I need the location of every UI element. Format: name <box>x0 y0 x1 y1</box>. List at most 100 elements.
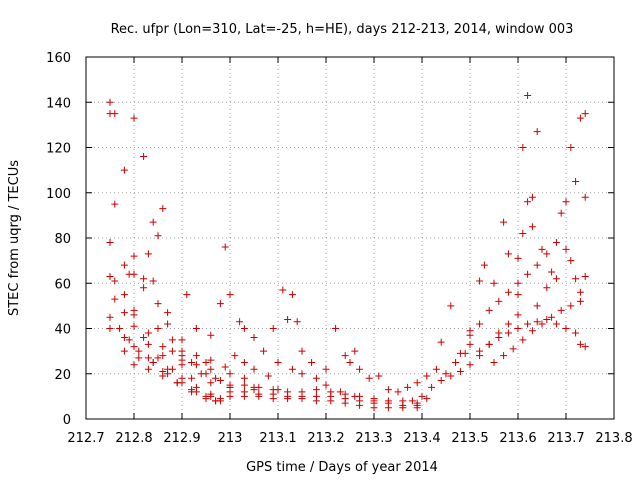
data-point <box>533 261 541 269</box>
data-point <box>106 98 114 106</box>
x-tick-label: 212.9 <box>163 431 200 446</box>
data-point <box>144 365 152 373</box>
data-point <box>476 347 484 355</box>
data-point <box>168 347 176 355</box>
data-point <box>437 338 445 346</box>
data-point <box>514 325 522 332</box>
data-point <box>447 302 455 310</box>
data-point <box>543 250 551 258</box>
data-point <box>476 277 484 285</box>
data-point <box>159 352 167 360</box>
data-point <box>399 397 407 405</box>
data-point <box>533 302 541 310</box>
data-point <box>404 383 412 391</box>
data-point <box>279 286 287 294</box>
data-point <box>269 386 277 394</box>
data-point <box>466 331 474 339</box>
data-point <box>120 347 128 355</box>
data-point <box>120 261 128 269</box>
data-point <box>106 110 114 118</box>
data-point <box>442 370 450 378</box>
data-point <box>480 261 488 269</box>
data-point <box>557 306 565 314</box>
x-tick-label: 213.4 <box>403 431 440 446</box>
data-point <box>255 392 263 400</box>
data-point <box>519 336 527 344</box>
data-point <box>346 358 354 366</box>
data-point <box>504 250 512 258</box>
data-point <box>130 343 138 351</box>
data-point <box>250 386 258 394</box>
data-point <box>548 268 556 276</box>
y-tick-label: 100 <box>46 187 71 202</box>
data-point <box>552 239 560 247</box>
data-point <box>519 229 527 237</box>
data-point <box>543 284 551 292</box>
x-tick-labels: 212.7 212.8 212.9 213 213.1 213.2 213.3 213.4 21… <box>67 431 632 446</box>
data-point <box>140 334 148 342</box>
data-point <box>312 374 320 382</box>
data-point <box>240 392 248 400</box>
data-point <box>490 358 498 366</box>
y-tick-label: 40 <box>54 323 71 338</box>
data-point <box>298 388 306 396</box>
data-point <box>447 372 455 380</box>
data-point <box>581 343 589 351</box>
data-point <box>341 352 349 360</box>
data-point <box>207 356 215 364</box>
data-point <box>264 372 272 380</box>
x-axis-label: GPS time / Days of year 2014 <box>246 460 438 475</box>
data-point <box>293 318 301 326</box>
data-point <box>130 270 138 278</box>
data-point <box>567 302 575 310</box>
data-point <box>231 352 239 360</box>
data-point <box>226 291 234 299</box>
data-point <box>274 358 282 366</box>
x-tick-label: 213.8 <box>595 431 632 446</box>
data-point <box>524 320 532 328</box>
data-point <box>207 331 215 339</box>
x-tick-label: 213.1 <box>259 431 296 446</box>
y-tick-label: 140 <box>46 96 71 111</box>
data-point <box>168 336 176 344</box>
data-point <box>164 320 172 328</box>
y-tick-labels: 0 20 40 60 80 100 120 140 160 <box>46 51 71 428</box>
data-point <box>140 153 148 161</box>
data-point <box>178 374 186 382</box>
data-point <box>524 91 532 99</box>
data-point <box>351 347 359 355</box>
data-point <box>120 334 128 342</box>
data-point <box>159 205 167 213</box>
data-point <box>528 193 536 201</box>
data-point <box>284 388 292 396</box>
data-point <box>504 329 512 337</box>
data-point <box>250 365 258 373</box>
data-point <box>130 361 138 369</box>
data-point <box>178 336 186 344</box>
data-point <box>159 372 167 380</box>
data-point <box>284 395 292 403</box>
data-point <box>111 295 119 303</box>
data-point <box>495 334 503 342</box>
data-point <box>221 243 229 251</box>
data-point <box>399 404 407 412</box>
data-point <box>384 404 392 412</box>
data-point <box>269 325 277 332</box>
data-point <box>192 361 200 369</box>
data-point <box>490 279 498 287</box>
x-tick-label: 213.3 <box>355 431 392 446</box>
data-point <box>341 399 349 407</box>
data-point <box>312 386 320 394</box>
data-point <box>495 297 503 305</box>
data-point <box>370 404 378 412</box>
data-point <box>183 291 191 299</box>
data-point <box>154 300 162 308</box>
data-point <box>524 270 532 278</box>
data-point <box>533 128 541 136</box>
data-point <box>149 358 157 366</box>
data-point <box>221 363 229 371</box>
data-point <box>250 334 258 342</box>
data-point <box>581 193 589 201</box>
data-point <box>149 277 157 285</box>
data-point <box>240 381 248 389</box>
